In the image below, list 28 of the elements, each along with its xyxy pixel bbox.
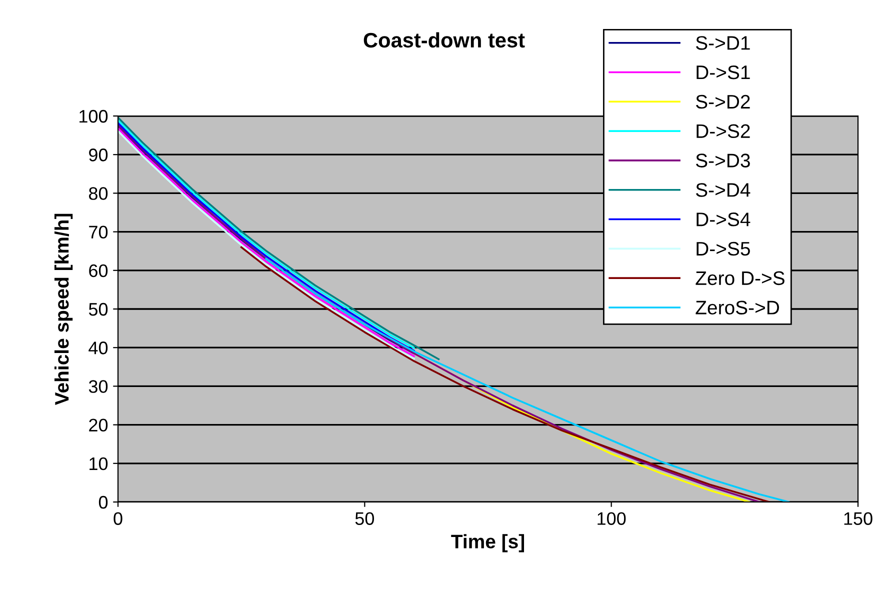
x-tick-label: 0	[114, 512, 122, 525]
y-tick-label: 30	[88, 380, 108, 393]
legend-label: Zero D->S	[696, 271, 784, 286]
chart-title: Coast-down test	[364, 32, 525, 48]
y-tick-label: 70	[89, 226, 108, 239]
legend-label: D->S1	[696, 65, 750, 80]
legend-label: S->D2	[696, 94, 750, 109]
legend-label: D->S5	[696, 242, 750, 256]
x-tick-label: 100	[598, 512, 626, 525]
legend-label: D->S2	[696, 124, 750, 138]
x-tick-label: 50	[355, 512, 374, 525]
x-axis-title: Time [s]	[451, 534, 524, 552]
legend-label: S->D4	[696, 183, 750, 197]
legend-label: ZeroS->D	[696, 300, 780, 314]
y-tick-label: 50	[88, 302, 108, 316]
legend-label: S->D3	[696, 154, 750, 168]
y-tick-label: 0	[98, 496, 108, 509]
y-tick-label: 90	[89, 148, 108, 162]
y-tick-label: 40	[88, 342, 108, 354]
legend-label: D->S4	[696, 212, 750, 226]
legend-label: S->D1	[696, 36, 750, 50]
y-tick-label: 80	[88, 187, 108, 200]
y-tick-label: 60	[89, 264, 108, 278]
y-axis-title: Vehicle speed [km/h]	[54, 214, 73, 406]
y-tick-label: 10	[90, 457, 108, 470]
x-tick-label: 150	[844, 512, 872, 525]
y-tick-label: 100	[80, 110, 108, 123]
y-tick-label: 20	[89, 418, 108, 432]
